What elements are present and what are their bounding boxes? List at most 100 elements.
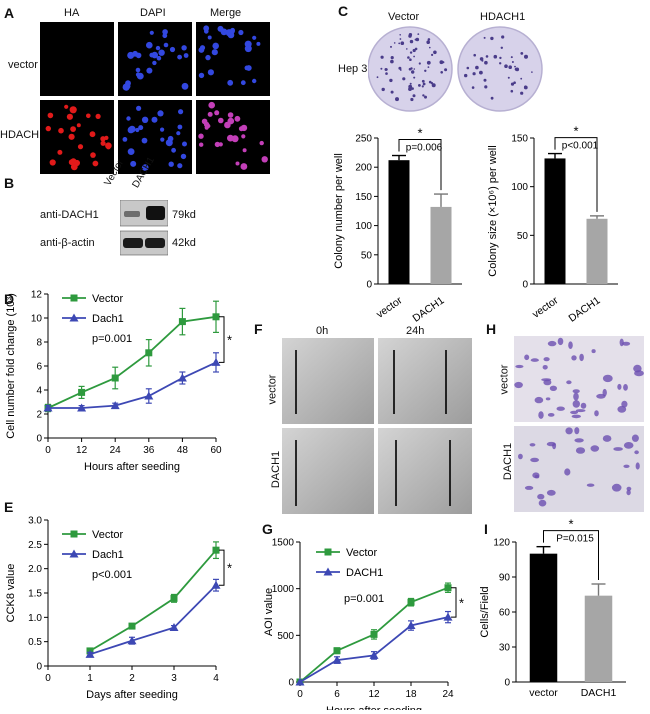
colony-dot (490, 96, 494, 100)
category-label: vector (374, 294, 405, 321)
colony-dot (471, 86, 475, 89)
colony-dot (417, 33, 420, 35)
significance-star: * (568, 518, 573, 532)
cell-nucleus (162, 29, 168, 35)
colony-dot (510, 56, 513, 59)
data-point (407, 598, 415, 606)
legend-label: Dach1 (92, 549, 124, 561)
colony-dot (429, 46, 431, 49)
category-label: DACH1 (581, 687, 617, 699)
category-label: DACH1 (410, 294, 446, 324)
legend-marker (324, 548, 332, 556)
cell-nucleus (218, 117, 224, 124)
colony-dot (412, 94, 416, 98)
x-tick-label: 4 (213, 673, 219, 684)
colony-dot (413, 55, 415, 58)
colony-dot (514, 65, 516, 68)
migrated-cell (623, 384, 628, 391)
cell-nucleus (125, 83, 131, 89)
migrated-cell (634, 370, 644, 377)
y-tick-label: 1000 (272, 584, 295, 595)
cell-nucleus (157, 110, 164, 117)
y-tick-label: 12 (31, 290, 43, 301)
cell-nucleus (183, 53, 189, 58)
row-label-hdach1: HDACH1 (0, 129, 46, 141)
y-tick-label: 0 (36, 662, 42, 673)
cell-nucleus (259, 140, 264, 146)
cell-nucleus (160, 137, 165, 142)
colony-dot (413, 68, 416, 70)
cell-nucleus (90, 152, 96, 158)
cell-nucleus (198, 47, 205, 53)
chart-colony-size: 0 50 100 150 Colony size (×10⁶) per well vect… (487, 124, 618, 324)
cell-nucleus (206, 123, 211, 129)
bar-vector (544, 158, 566, 284)
y-tick-label: 200 (355, 163, 372, 174)
migrated-cell (619, 338, 624, 347)
colony-dot (406, 48, 408, 50)
cell-nucleus (68, 133, 75, 140)
colony-dot (483, 78, 487, 82)
cell-nucleus (141, 137, 148, 144)
panel-letter-d: D (4, 291, 15, 307)
legend-marker (69, 549, 79, 558)
migrated-cell (580, 402, 587, 409)
cell-nucleus (241, 134, 246, 139)
panel-letter-c: C (338, 3, 349, 19)
migrated-cell (534, 475, 540, 479)
cell-nucleus (106, 145, 111, 150)
data-point (333, 647, 341, 655)
cell-nucleus (146, 41, 153, 49)
data-point (295, 677, 305, 686)
cell-nucleus (89, 131, 96, 138)
y-tick-label: 1500 (272, 538, 295, 549)
data-point (332, 655, 342, 664)
p-value: p=0.006 (406, 143, 443, 154)
colony-dot (426, 40, 430, 44)
migrated-cell (573, 392, 579, 401)
y-tick-label: 4 (36, 386, 42, 397)
cell-nucleus (136, 72, 144, 80)
significance-bracket (219, 316, 225, 363)
significance-bracket (543, 530, 599, 580)
cell-nucleus (128, 125, 136, 133)
x-tick-label: 0 (45, 673, 51, 684)
data-point (211, 580, 221, 589)
cell-nucleus (227, 79, 234, 86)
significance-bracket (219, 549, 225, 586)
western-blot-image (120, 200, 168, 256)
cell-nucleus (205, 54, 211, 61)
y-axis-label: AOI value (263, 588, 275, 636)
cell-nucleus (201, 118, 208, 125)
y-axis-label: Cells/Field (479, 586, 491, 637)
colony-dot (409, 51, 413, 54)
migrated-cell (613, 447, 623, 451)
migrated-cell (546, 441, 556, 447)
significance-star: * (573, 124, 578, 139)
cell-nucleus (204, 29, 209, 34)
cell-nucleus (130, 160, 137, 167)
migrated-cell (549, 385, 557, 391)
cell-nucleus (212, 42, 219, 50)
cell-nucleus (182, 141, 187, 147)
cell-nucleus (141, 164, 149, 171)
colony-dot (389, 78, 393, 83)
colony-dot (424, 95, 427, 99)
colony-dot (380, 67, 383, 70)
cell-nucleus (135, 67, 141, 73)
migrated-cell (623, 442, 634, 449)
colony-dot (523, 85, 528, 90)
colony-dot (520, 77, 523, 80)
migrated-cell (635, 462, 640, 470)
legend-label: Vector (346, 547, 378, 559)
y-tick-label: 500 (277, 631, 294, 642)
y-tick-label: 10 (31, 314, 43, 325)
data-point (212, 313, 220, 321)
migrated-cell (529, 443, 536, 447)
cell-nucleus (207, 69, 214, 76)
cell-nucleus (171, 147, 177, 153)
migrated-cell (575, 409, 586, 413)
migrated-cell (617, 383, 622, 390)
p-value: p=0.001 (92, 333, 132, 345)
colony-dot (418, 62, 421, 65)
